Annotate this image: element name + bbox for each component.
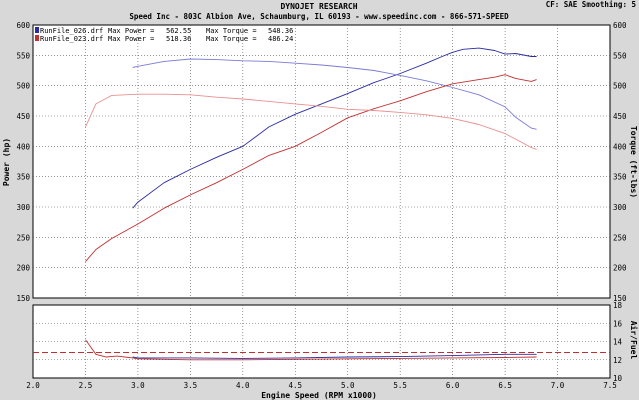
rpm-tick-label: 3.5 [184,381,198,390]
legend-run-026-power-value: 562.55 [166,27,191,35]
power-tick-label: 200 [16,264,30,273]
power-line-026 [132,47,537,209]
legend-run-026-torque-label: Max Torque = [206,27,257,35]
legend-run-023-file: RunFile_023.drf [40,35,103,43]
torque-tick-label: 200 [613,264,627,273]
afr-tick-label: 18 [613,301,623,310]
torque-tick-label: 600 [613,21,627,30]
afr-line-023 [85,339,537,361]
rpm-tick-label: 3.0 [131,381,145,390]
power-tick-label: 450 [16,112,30,121]
power-tick-label: 600 [16,21,30,30]
power-tick-label: 250 [16,233,30,242]
afr-tick-label: 10 [613,374,623,383]
power-axis-label: Power (hp) [2,138,11,186]
torque-axis-ticks: 150 200 250 300 350 400 450 500 550 600 [613,21,627,303]
rpm-axis-label: Engine Speed (RPM x1000) [261,390,377,400]
legend-run-026-file: RunFile_026.drf [40,27,103,35]
power-line-023 [85,74,537,262]
power-tick-label: 350 [16,173,30,182]
torque-tick-label: 350 [613,173,627,182]
torque-tick-label: 300 [613,203,627,212]
legend-swatch-run-026 [35,27,39,33]
torque-line-023 [85,93,537,150]
afr-tick-label: 16 [613,319,623,328]
legend-run-023-power-label: Max Power = [108,35,154,43]
torque-tick-label: 500 [613,82,627,91]
rpm-tick-label: 2.0 [26,381,40,390]
rpm-tick-label: 6.0 [446,381,460,390]
rpm-tick-label: 6.5 [498,381,512,390]
torque-tick-label: 250 [613,233,627,242]
legend-run-023-torque-label: Max Torque = [206,35,257,43]
legend-run-023-power-value: 518.36 [166,35,191,43]
legend-swatch-run-023 [35,35,39,41]
rpm-tick-label: 4.5 [288,381,302,390]
main-plot-grid [33,25,610,298]
afr-plot-series [33,339,610,361]
afr-plot-grid [33,305,610,378]
rpm-tick-label: 7.0 [551,381,565,390]
afr-tick-label: 12 [613,356,622,365]
power-tick-label: 150 [16,294,30,303]
power-tick-label: 550 [16,51,30,60]
rpm-tick-label: 7.5 [603,381,617,390]
power-tick-label: 500 [16,82,30,91]
rpm-axis-ticks: 2.0 2.5 3.0 3.5 4.0 4.5 5.0 5.5 6.0 6.5 7.0 7.5 [26,381,617,390]
legend: RunFile_026.drf Max Power = 562.55 Max T… [35,27,293,43]
corner-info: CF: SAE Smoothing: 5 [546,0,636,9]
torque-tick-label: 400 [613,142,627,151]
main-plot-frame [32,24,611,299]
power-axis-ticks: 150 200 250 300 350 400 450 500 550 600 [16,21,30,303]
torque-tick-label: 450 [613,112,627,121]
rpm-tick-label: 5.5 [393,381,407,390]
afr-tick-label: 14 [613,338,623,347]
rpm-tick-label: 2.5 [79,381,93,390]
main-plot-series [85,47,537,262]
torque-line-026 [132,58,537,130]
rpm-tick-label: 5.0 [341,381,355,390]
afr-axis-label: Air/Fuel [629,321,639,360]
legend-run-026-torque-value: 548.36 [268,27,293,35]
chart-title: DYNOJET RESEARCH [280,2,357,11]
torque-tick-label: 150 [613,294,627,303]
legend-run-026-power-label: Max Power = [108,27,154,35]
power-tick-label: 400 [16,142,30,151]
torque-tick-label: 550 [613,51,627,60]
rpm-tick-label: 4.0 [236,381,250,390]
power-tick-label: 300 [16,203,30,212]
torque-axis-label: Torque (ft-lbs) [629,126,638,198]
afr-axis-ticks: 10 12 14 16 18 [613,301,623,383]
chart-subtitle: Speed Inc - 803C Albion Ave, Schaumburg,… [129,12,509,21]
afr-line-026 [132,353,537,359]
legend-run-023-torque-value: 486.24 [268,35,293,43]
